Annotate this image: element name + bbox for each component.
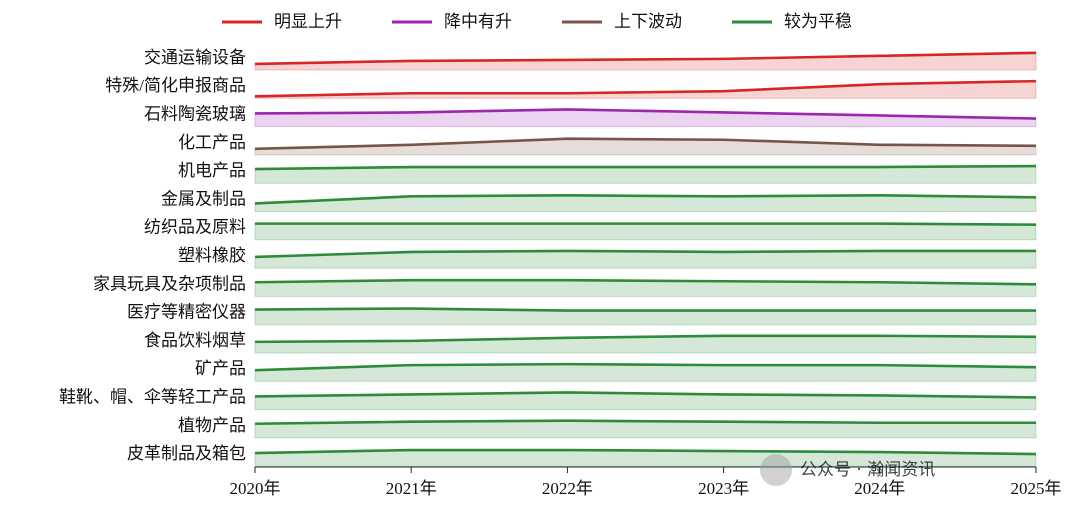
line bbox=[254, 164, 1037, 171]
line bbox=[254, 51, 1037, 66]
line bbox=[254, 334, 1037, 344]
watermark: 公众号 · 瀚闻资讯 bbox=[800, 460, 935, 480]
line bbox=[254, 137, 1037, 151]
x-tick-label: 2024年 bbox=[854, 479, 905, 498]
row-label: 交通运输设备 bbox=[144, 48, 246, 67]
row-label: 食品饮料烟草 bbox=[144, 331, 246, 350]
legend-label: 降中有升 bbox=[444, 12, 512, 31]
row-label: 矿产品 bbox=[195, 359, 246, 378]
row-label: 皮革制品及箱包 bbox=[127, 444, 246, 463]
row-label: 植物产品 bbox=[178, 416, 246, 435]
line bbox=[254, 448, 1037, 456]
row-label: 纺织品及原料 bbox=[144, 218, 246, 237]
area bbox=[254, 335, 1037, 354]
legend-label: 较为平稳 bbox=[784, 12, 852, 31]
line bbox=[254, 194, 1037, 205]
x-tick-label: 2021年 bbox=[386, 479, 437, 498]
legend-label: 明显上升 bbox=[274, 12, 342, 31]
area bbox=[254, 223, 1037, 241]
row-label: 特殊/简化申报商品 bbox=[105, 76, 246, 95]
row-label: 金属及制品 bbox=[161, 189, 246, 208]
line bbox=[254, 391, 1037, 399]
x-tick-label: 2022年 bbox=[542, 479, 593, 498]
watermark-icon bbox=[760, 454, 792, 486]
x-tick-label: 2020年 bbox=[230, 479, 281, 498]
line bbox=[254, 249, 1036, 259]
x-tick-label: 2023年 bbox=[698, 479, 749, 498]
row-label: 家具玩具及杂项制品 bbox=[93, 274, 246, 293]
row-label: 化工产品 bbox=[178, 133, 246, 152]
x-tick-label: 2025年 bbox=[1011, 479, 1062, 498]
legend-label: 上下波动 bbox=[614, 12, 682, 31]
row-label: 鞋靴、帽、伞等轻工产品 bbox=[59, 388, 246, 407]
line bbox=[254, 108, 1037, 120]
line bbox=[254, 79, 1037, 98]
line bbox=[254, 362, 1037, 372]
row-label: 医疗等精密仪器 bbox=[127, 303, 246, 322]
line bbox=[254, 307, 1036, 312]
row-label: 石料陶瓷玻璃 bbox=[144, 105, 246, 124]
row-label: 机电产品 bbox=[178, 161, 246, 180]
line bbox=[254, 419, 1036, 426]
row-label: 塑料橡胶 bbox=[178, 246, 246, 265]
line bbox=[255, 222, 1037, 226]
line bbox=[254, 278, 1037, 286]
